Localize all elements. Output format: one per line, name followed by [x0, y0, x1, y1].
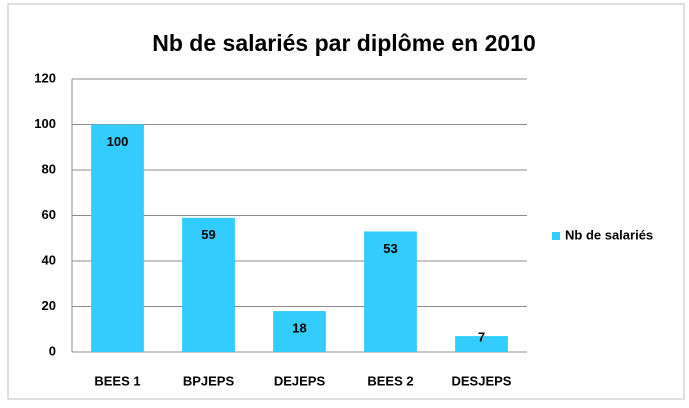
- legend-label: Nb de salariés: [565, 227, 653, 242]
- bar: [273, 311, 326, 352]
- y-tick-label: 20: [42, 298, 56, 313]
- data-label: 18: [292, 320, 306, 335]
- data-label: 7: [478, 329, 485, 344]
- y-tick-label: 40: [42, 252, 56, 267]
- y-tick-label: 0: [49, 343, 56, 358]
- bar: [455, 336, 508, 352]
- x-tick-label: BEES 1: [94, 373, 140, 388]
- bar: [91, 124, 144, 352]
- legend-swatch: [552, 232, 560, 240]
- bar: [364, 231, 417, 352]
- x-tick-label: BPJEPS: [183, 373, 235, 388]
- x-tick-label: DEJEPS: [274, 373, 326, 388]
- data-label: 100: [107, 134, 129, 149]
- chart-title: Nb de salariés par diplôme en 2010: [152, 30, 536, 56]
- y-tick-label: 60: [42, 207, 56, 222]
- x-tick-label: DESJEPS: [452, 373, 512, 388]
- data-label: 59: [201, 227, 215, 242]
- data-label: 53: [383, 241, 397, 256]
- y-tick-label: 80: [42, 161, 56, 176]
- y-tick-label: 100: [34, 116, 56, 131]
- y-tick-label: 120: [34, 70, 56, 85]
- bar: [182, 217, 235, 352]
- x-tick-label: BEES 2: [367, 373, 413, 388]
